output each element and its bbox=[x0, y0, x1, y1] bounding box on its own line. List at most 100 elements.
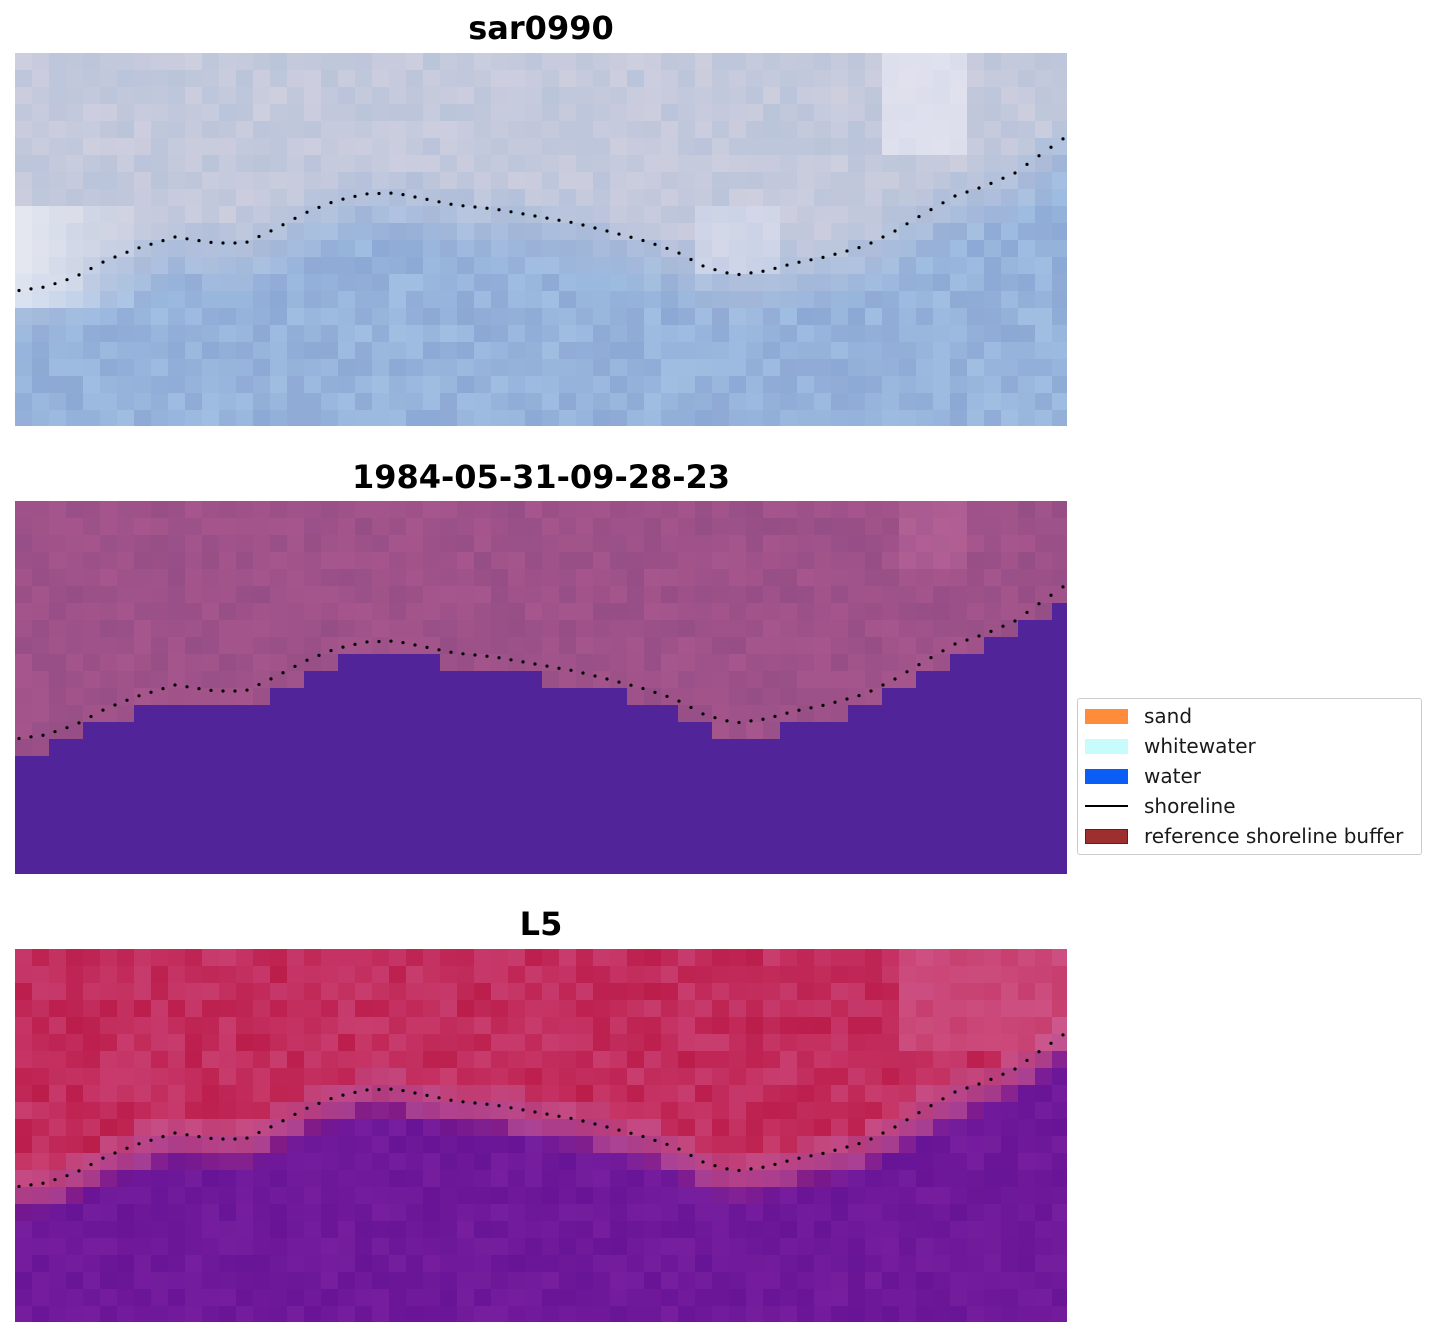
shoreline-point bbox=[653, 690, 657, 694]
shoreline-point bbox=[569, 220, 573, 224]
shoreline-point bbox=[533, 662, 537, 666]
legend: sand whitewater water shoreline referenc… bbox=[1077, 698, 1422, 855]
legend-label-buffer: reference shoreline buffer bbox=[1144, 824, 1404, 848]
shoreline-point bbox=[977, 186, 981, 190]
shoreline-dots bbox=[17, 137, 1065, 293]
shoreline-point bbox=[413, 1091, 417, 1095]
legend-item-shoreline: shoreline bbox=[1085, 794, 1236, 818]
shoreline-point bbox=[185, 1133, 189, 1137]
shoreline-point bbox=[509, 1106, 513, 1110]
shoreline-point bbox=[965, 1086, 969, 1090]
shoreline-point bbox=[209, 1136, 213, 1140]
shoreline-point bbox=[533, 1110, 537, 1114]
shoreline-point bbox=[1061, 1033, 1065, 1037]
shoreline-point bbox=[665, 694, 669, 698]
shoreline-point bbox=[917, 663, 921, 667]
shoreline-point bbox=[65, 278, 69, 282]
shoreline-point bbox=[641, 686, 645, 691]
shoreline-point bbox=[1049, 1041, 1053, 1045]
shoreline-point bbox=[185, 237, 189, 241]
shoreline-point bbox=[581, 671, 585, 675]
shoreline-point bbox=[1013, 619, 1017, 623]
shoreline-point bbox=[629, 1131, 633, 1135]
shoreline-point bbox=[989, 181, 993, 185]
shoreline-point bbox=[737, 1168, 741, 1173]
pixel-grid bbox=[15, 53, 1067, 426]
shoreline-point bbox=[1025, 162, 1029, 166]
shoreline-point bbox=[557, 218, 561, 222]
shoreline-point bbox=[581, 223, 585, 227]
shoreline-point bbox=[1061, 585, 1065, 589]
shoreline-point bbox=[233, 241, 237, 245]
shoreline-point bbox=[173, 235, 177, 239]
shoreline-point bbox=[557, 666, 561, 670]
shoreline-point bbox=[473, 653, 477, 657]
shoreline-point bbox=[593, 1122, 597, 1126]
shoreline-point bbox=[713, 268, 717, 272]
shoreline-point bbox=[713, 1164, 717, 1168]
shoreline-point bbox=[725, 1167, 729, 1171]
legend-swatch-buffer bbox=[1085, 828, 1128, 844]
shoreline-point bbox=[521, 660, 525, 664]
shoreline-point bbox=[785, 1159, 789, 1163]
shoreline-point bbox=[365, 192, 369, 196]
shoreline-point bbox=[437, 200, 441, 204]
shoreline-point bbox=[953, 642, 957, 646]
shoreline-point bbox=[965, 638, 969, 642]
shoreline-point bbox=[521, 1108, 525, 1112]
shoreline-point bbox=[761, 269, 765, 273]
shoreline-point bbox=[845, 697, 849, 701]
shoreline-point bbox=[917, 1111, 921, 1115]
legend-swatch-whitewater bbox=[1085, 738, 1128, 754]
shoreline-point bbox=[1061, 137, 1065, 141]
shoreline-point bbox=[989, 1077, 993, 1081]
legend-label-sand: sand bbox=[1144, 704, 1193, 728]
shoreline-point bbox=[53, 730, 57, 734]
shoreline-point bbox=[665, 1142, 669, 1146]
shoreline-point bbox=[569, 1116, 573, 1120]
legend-line-shoreline bbox=[1085, 805, 1128, 807]
shoreline-point bbox=[773, 714, 777, 718]
shoreline-point bbox=[701, 264, 705, 268]
shoreline-point bbox=[653, 242, 657, 246]
shoreline-point bbox=[581, 1119, 585, 1123]
shoreline-point bbox=[941, 1097, 945, 1101]
shoreline-point bbox=[641, 1134, 645, 1139]
shoreline-point bbox=[797, 1156, 801, 1160]
shoreline-point bbox=[101, 1156, 105, 1160]
shoreline-point bbox=[269, 229, 273, 233]
shoreline-point bbox=[845, 249, 849, 253]
legend-swatch-sand bbox=[1085, 708, 1128, 724]
shoreline-point bbox=[329, 649, 333, 653]
shoreline-point bbox=[89, 1162, 93, 1167]
shoreline-point bbox=[905, 222, 909, 226]
shoreline-point bbox=[425, 645, 429, 649]
shoreline-point bbox=[293, 1112, 297, 1116]
shoreline-point bbox=[317, 653, 321, 657]
shoreline-point bbox=[1013, 171, 1017, 175]
shoreline-point bbox=[137, 1142, 141, 1146]
shoreline-point bbox=[389, 1087, 393, 1091]
shoreline-point bbox=[857, 246, 861, 250]
shoreline-point bbox=[413, 643, 417, 647]
shoreline-point bbox=[893, 229, 897, 233]
shoreline-point bbox=[761, 717, 765, 721]
shoreline-point bbox=[737, 720, 741, 725]
shoreline-point bbox=[677, 699, 681, 703]
shoreline-point bbox=[473, 1101, 477, 1105]
shoreline-point bbox=[785, 711, 789, 715]
shoreline-point bbox=[1001, 176, 1005, 180]
shoreline-point bbox=[857, 694, 861, 698]
shoreline-point bbox=[293, 216, 297, 220]
shoreline-dots bbox=[17, 1033, 1065, 1189]
shoreline-point bbox=[437, 648, 441, 652]
shoreline-point bbox=[77, 1169, 81, 1173]
shoreline-point bbox=[317, 1101, 321, 1105]
shoreline-point bbox=[497, 208, 501, 212]
shoreline-point bbox=[197, 687, 201, 691]
shoreline-point bbox=[1049, 593, 1053, 597]
shoreline-point bbox=[641, 238, 645, 243]
shoreline-point bbox=[653, 1138, 657, 1142]
shoreline-dots bbox=[17, 585, 1065, 741]
shoreline-point bbox=[113, 255, 117, 259]
